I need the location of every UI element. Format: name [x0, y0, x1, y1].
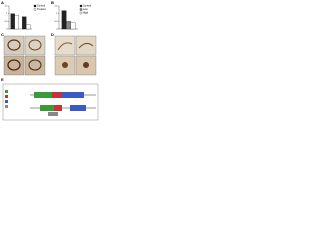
bar — [70, 22, 76, 30]
legend-swatch — [79, 8, 83, 11]
figure: A B C D E 00.511.5 Contro — [1, 0, 99, 121]
bar — [61, 10, 67, 30]
bar — [22, 16, 27, 30]
panel-label: E — [1, 77, 4, 82]
legend-label: Treated — [37, 8, 46, 11]
legend-swatch — [33, 4, 37, 8]
legend-swatch — [79, 11, 83, 15]
legend-label: Low — [83, 8, 88, 11]
y-tick-label: 0.5 — [4, 21, 8, 23]
bar — [10, 13, 15, 30]
diagram — [2, 83, 99, 121]
legend-swatch — [33, 8, 37, 11]
bar — [26, 24, 31, 30]
legend-label: Control — [83, 5, 92, 8]
y-tick-label: 0 — [56, 29, 58, 31]
panel-label: B — [51, 0, 54, 5]
y-tick-label: 1 — [56, 13, 58, 15]
legend-label: High — [83, 12, 89, 15]
bar — [14, 15, 19, 30]
bar — [66, 21, 71, 30]
y-tick-label: 1 — [6, 13, 8, 15]
y-tick-label: 1.5 — [54, 6, 58, 8]
y-tick-label: 1.5 — [4, 6, 8, 8]
legend-label: Control — [37, 5, 46, 8]
legend-swatch — [79, 4, 83, 8]
panel-label: D — [51, 32, 54, 37]
panel-label: C — [1, 32, 4, 37]
y-tick-label: 0.5 — [54, 21, 58, 23]
micrographs — [3, 35, 97, 76]
y-tick-label: 0 — [6, 29, 8, 31]
panel-label: A — [1, 0, 4, 5]
